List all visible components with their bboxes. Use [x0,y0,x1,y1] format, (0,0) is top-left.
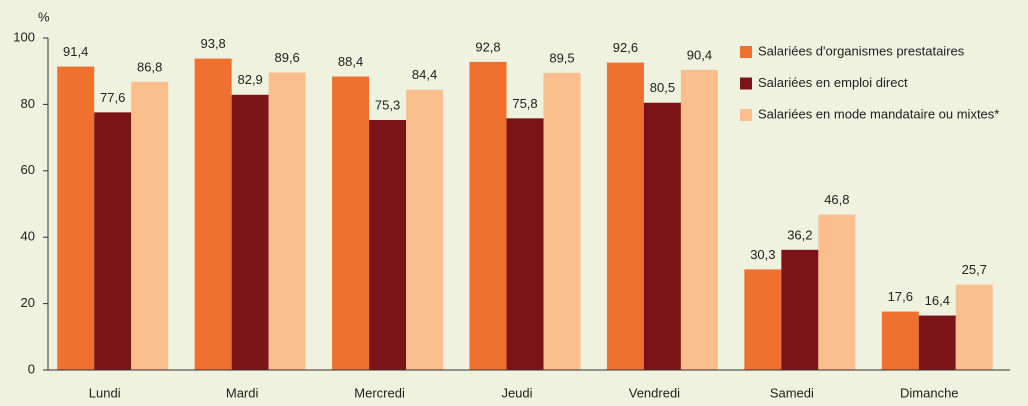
data-label: 75,8 [512,96,537,111]
data-label: 25,7 [962,262,987,277]
bar [57,66,95,370]
y-tick-label: 80 [21,96,35,111]
y-tick-label: 60 [21,162,35,177]
legend-swatch [740,109,752,121]
bar [881,311,919,370]
data-label: 16,4 [925,293,950,308]
bar [744,269,782,370]
data-label: 90,4 [687,47,712,62]
bar [194,58,232,371]
y-tick-label: 20 [21,295,35,310]
data-label: 17,6 [888,289,913,304]
data-label: 77,6 [100,90,125,105]
x-tick-label: Mardi [226,385,259,400]
data-label: 46,8 [824,192,849,207]
data-label: 89,5 [549,50,574,65]
legend-swatch [740,77,752,90]
data-label: 88,4 [338,54,363,69]
bar [606,62,644,371]
bar [469,61,507,371]
legend-label: Salariées en emploi direct [758,75,908,90]
bar [818,214,856,370]
x-tick-label: Mercredi [354,385,405,400]
data-label: 89,6 [274,50,299,65]
bar [643,102,681,371]
data-label: 36,2 [787,227,812,242]
bar [268,72,306,370]
bar [94,112,132,371]
data-label: 80,5 [650,80,675,95]
data-label: 92,6 [613,40,638,55]
bar [131,81,169,370]
data-label: 91,4 [63,44,88,59]
data-label: 93,8 [200,36,225,51]
data-label: 75,3 [375,97,400,112]
bar [506,118,544,371]
x-tick-label: Lundi [89,385,121,400]
bar [231,94,269,370]
bar [543,72,581,371]
x-tick-label: Samedi [770,385,814,400]
data-label: 84,4 [412,67,437,82]
data-label: 86,8 [137,59,162,74]
legend-label: Salariées d'organismes prestataires [758,43,965,58]
y-tick-label: 0 [28,361,35,376]
bar [918,315,956,370]
data-label: 30,3 [750,247,775,262]
x-tick-label: Dimanche [900,385,959,400]
legend-swatch [740,46,752,58]
x-tick-label: Jeudi [501,385,532,400]
bar [955,284,993,370]
legend-label: Salariées en mode mandataire ou mixtes* [758,106,999,121]
data-label: 82,9 [237,72,262,87]
bar [332,76,370,371]
y-tick-label: 40 [21,229,35,244]
y-axis-label: % [38,9,50,24]
bar [680,69,718,370]
bar [781,249,819,370]
x-tick-label: Vendredi [629,385,680,400]
bar [406,89,444,371]
y-tick-label: 100 [13,29,35,44]
data-label: 92,8 [475,39,500,54]
bar [369,120,407,370]
